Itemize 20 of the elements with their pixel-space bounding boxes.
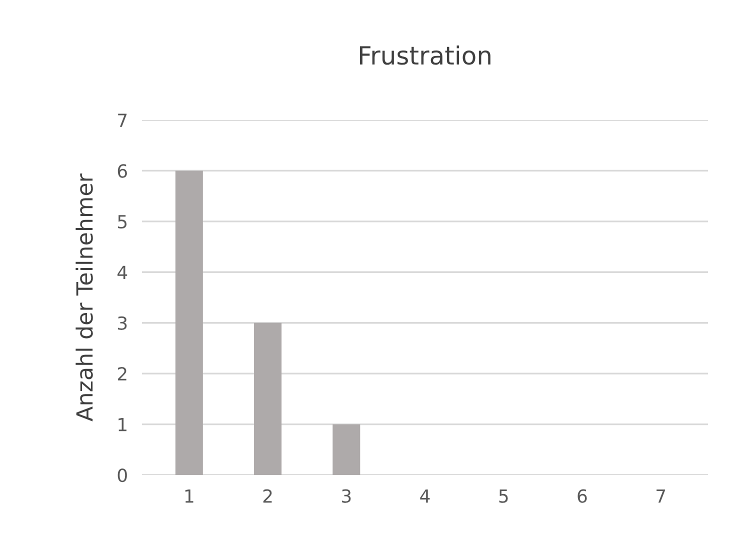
x-tick-label: 7 [656,489,666,503]
y-tick-label: 1 [118,418,126,432]
x-tick-label: 3 [342,489,351,503]
y-tick-label: 7 [118,114,127,127]
bar [175,170,203,475]
x-tick-label: 4 [420,489,430,503]
bar [332,424,360,475]
x-tick-label: 1 [185,489,194,503]
y-tick-label: 2 [118,367,126,380]
bar [254,322,282,475]
x-tick-label: 6 [578,489,587,503]
chart-title: Frustration [360,45,490,65]
x-tick-label: 5 [499,489,508,503]
x-tick-label: 2 [263,489,272,503]
y-tick-label: 0 [118,468,127,482]
y-tick-label: 4 [118,266,128,280]
y-tick-label: 5 [118,215,127,229]
y-tick-label: 6 [118,164,127,178]
y-tick-label: 3 [118,316,127,330]
y-axis-title: Anzahl der Teilnehmer [76,174,93,422]
